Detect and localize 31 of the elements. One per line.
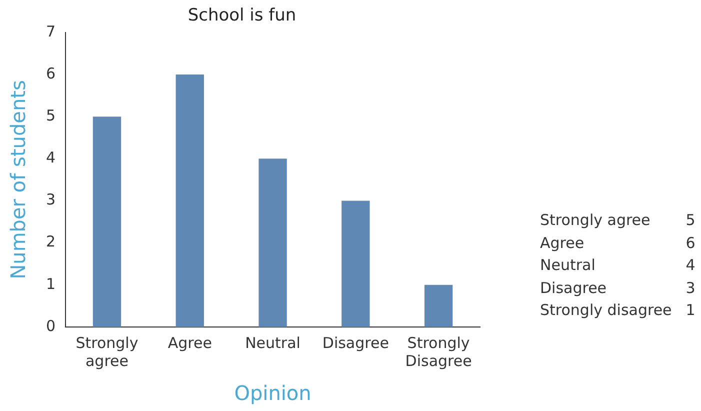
text: 4	[684, 255, 696, 276]
x-tick-label: Neutral	[245, 334, 300, 352]
y-tick-label: 3	[46, 190, 56, 209]
y-tick-label: 5	[46, 106, 56, 124]
x-tick-label: Agree	[168, 334, 212, 352]
bar	[92, 116, 122, 327]
x-tick-label: Disagree	[322, 334, 389, 352]
y-tick-label: 4	[46, 148, 56, 167]
y-tick-label: 2	[46, 232, 56, 251]
text: Disagree	[539, 278, 608, 298]
bar	[424, 284, 453, 327]
text: Neutral	[539, 255, 596, 276]
y-tick-label: 6	[46, 64, 56, 82]
text: Strongly agree	[539, 210, 652, 231]
text: 5	[684, 210, 696, 231]
y-tick-label: 7	[46, 22, 56, 40]
text: 3	[684, 278, 696, 298]
text: 6	[684, 232, 696, 254]
y-axis-title: Number of students	[6, 80, 30, 280]
x-tick-label: Strongly agree	[76, 334, 138, 370]
text: 1	[684, 300, 696, 321]
text: Agree	[539, 232, 586, 254]
x-tick-label: Strongly Disagree	[405, 334, 472, 370]
y-tick-label: 0	[46, 316, 56, 335]
text: Strongly disagree	[539, 300, 672, 321]
y-tick-label: 1	[46, 274, 56, 293]
bar	[258, 158, 287, 327]
bar	[176, 74, 204, 327]
chart-title: School is fun	[188, 6, 296, 26]
bar	[342, 200, 370, 327]
x-axis-title: Opinion	[234, 381, 312, 406]
